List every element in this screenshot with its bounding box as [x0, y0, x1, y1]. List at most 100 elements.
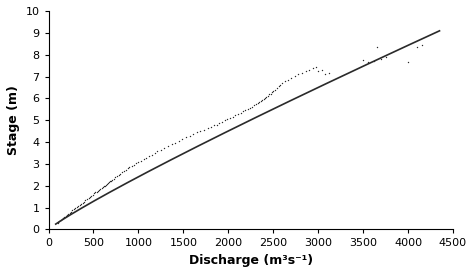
- Point: [418, 43, 425, 48]
- Point: [234, 112, 242, 116]
- Point: [85, 196, 92, 200]
- Point: [221, 118, 228, 122]
- Point: [111, 175, 119, 180]
- Point: [122, 167, 129, 172]
- Point: [98, 186, 105, 191]
- Point: [309, 66, 317, 70]
- Point: [277, 83, 284, 87]
- Point: [146, 154, 153, 158]
- Point: [117, 171, 124, 176]
- Point: [295, 72, 302, 76]
- Point: [164, 144, 172, 149]
- Point: [137, 158, 145, 163]
- Point: [250, 103, 258, 107]
- Point: [204, 126, 211, 130]
- Point: [287, 75, 295, 80]
- Point: [93, 190, 100, 194]
- Point: [126, 165, 133, 169]
- Point: [216, 121, 223, 125]
- Point: [115, 173, 122, 177]
- Point: [257, 99, 264, 103]
- Point: [72, 206, 79, 210]
- Point: [62, 214, 69, 218]
- Point: [86, 195, 94, 199]
- Point: [273, 86, 281, 90]
- Point: [252, 102, 259, 107]
- Point: [70, 207, 77, 212]
- Point: [161, 146, 168, 150]
- Point: [312, 64, 320, 69]
- Y-axis label: Stage (m): Stage (m): [7, 85, 20, 155]
- Point: [175, 139, 182, 143]
- Point: [364, 60, 372, 64]
- Point: [124, 166, 131, 170]
- Point: [106, 179, 114, 184]
- Point: [79, 200, 86, 205]
- Point: [55, 220, 62, 224]
- Point: [91, 190, 99, 195]
- Point: [120, 169, 128, 173]
- Point: [80, 199, 88, 204]
- Point: [132, 161, 140, 166]
- Point: [260, 97, 268, 101]
- Point: [168, 142, 175, 147]
- Point: [100, 184, 108, 189]
- Point: [59, 216, 67, 220]
- Point: [218, 120, 226, 124]
- Point: [246, 105, 254, 110]
- Point: [264, 93, 272, 98]
- Point: [193, 130, 201, 135]
- Point: [254, 101, 261, 105]
- Point: [143, 155, 150, 160]
- Point: [197, 129, 204, 133]
- Point: [66, 210, 73, 215]
- Point: [151, 151, 158, 155]
- Point: [232, 113, 239, 118]
- Point: [102, 183, 109, 187]
- Point: [69, 208, 76, 213]
- Point: [298, 70, 306, 75]
- Point: [82, 198, 89, 202]
- Point: [321, 72, 329, 76]
- Point: [382, 55, 389, 59]
- Point: [89, 192, 96, 197]
- Point: [109, 178, 116, 182]
- Point: [101, 184, 109, 188]
- Point: [305, 67, 313, 72]
- Point: [239, 109, 247, 114]
- Point: [359, 58, 367, 62]
- Point: [110, 176, 118, 181]
- Point: [140, 157, 147, 161]
- Point: [107, 178, 115, 183]
- Point: [73, 205, 81, 209]
- Point: [54, 221, 61, 225]
- Point: [224, 117, 231, 121]
- Point: [259, 98, 266, 102]
- Point: [113, 174, 120, 178]
- Point: [269, 89, 277, 93]
- Point: [130, 162, 138, 167]
- Point: [370, 59, 378, 63]
- Point: [67, 209, 75, 214]
- Point: [61, 215, 68, 219]
- Point: [229, 115, 237, 119]
- Point: [87, 193, 95, 198]
- Point: [271, 87, 279, 92]
- Point: [172, 141, 179, 145]
- Point: [325, 71, 333, 75]
- Point: [154, 149, 161, 154]
- Point: [237, 110, 245, 115]
- Point: [302, 69, 310, 73]
- Point: [314, 69, 322, 73]
- Point: [96, 188, 103, 192]
- Point: [261, 96, 269, 100]
- Point: [135, 160, 142, 164]
- Point: [128, 164, 136, 168]
- Point: [413, 45, 421, 49]
- Point: [94, 189, 102, 193]
- Point: [404, 60, 412, 64]
- Point: [179, 137, 186, 141]
- Point: [104, 181, 112, 185]
- Point: [157, 147, 164, 152]
- Point: [248, 104, 256, 109]
